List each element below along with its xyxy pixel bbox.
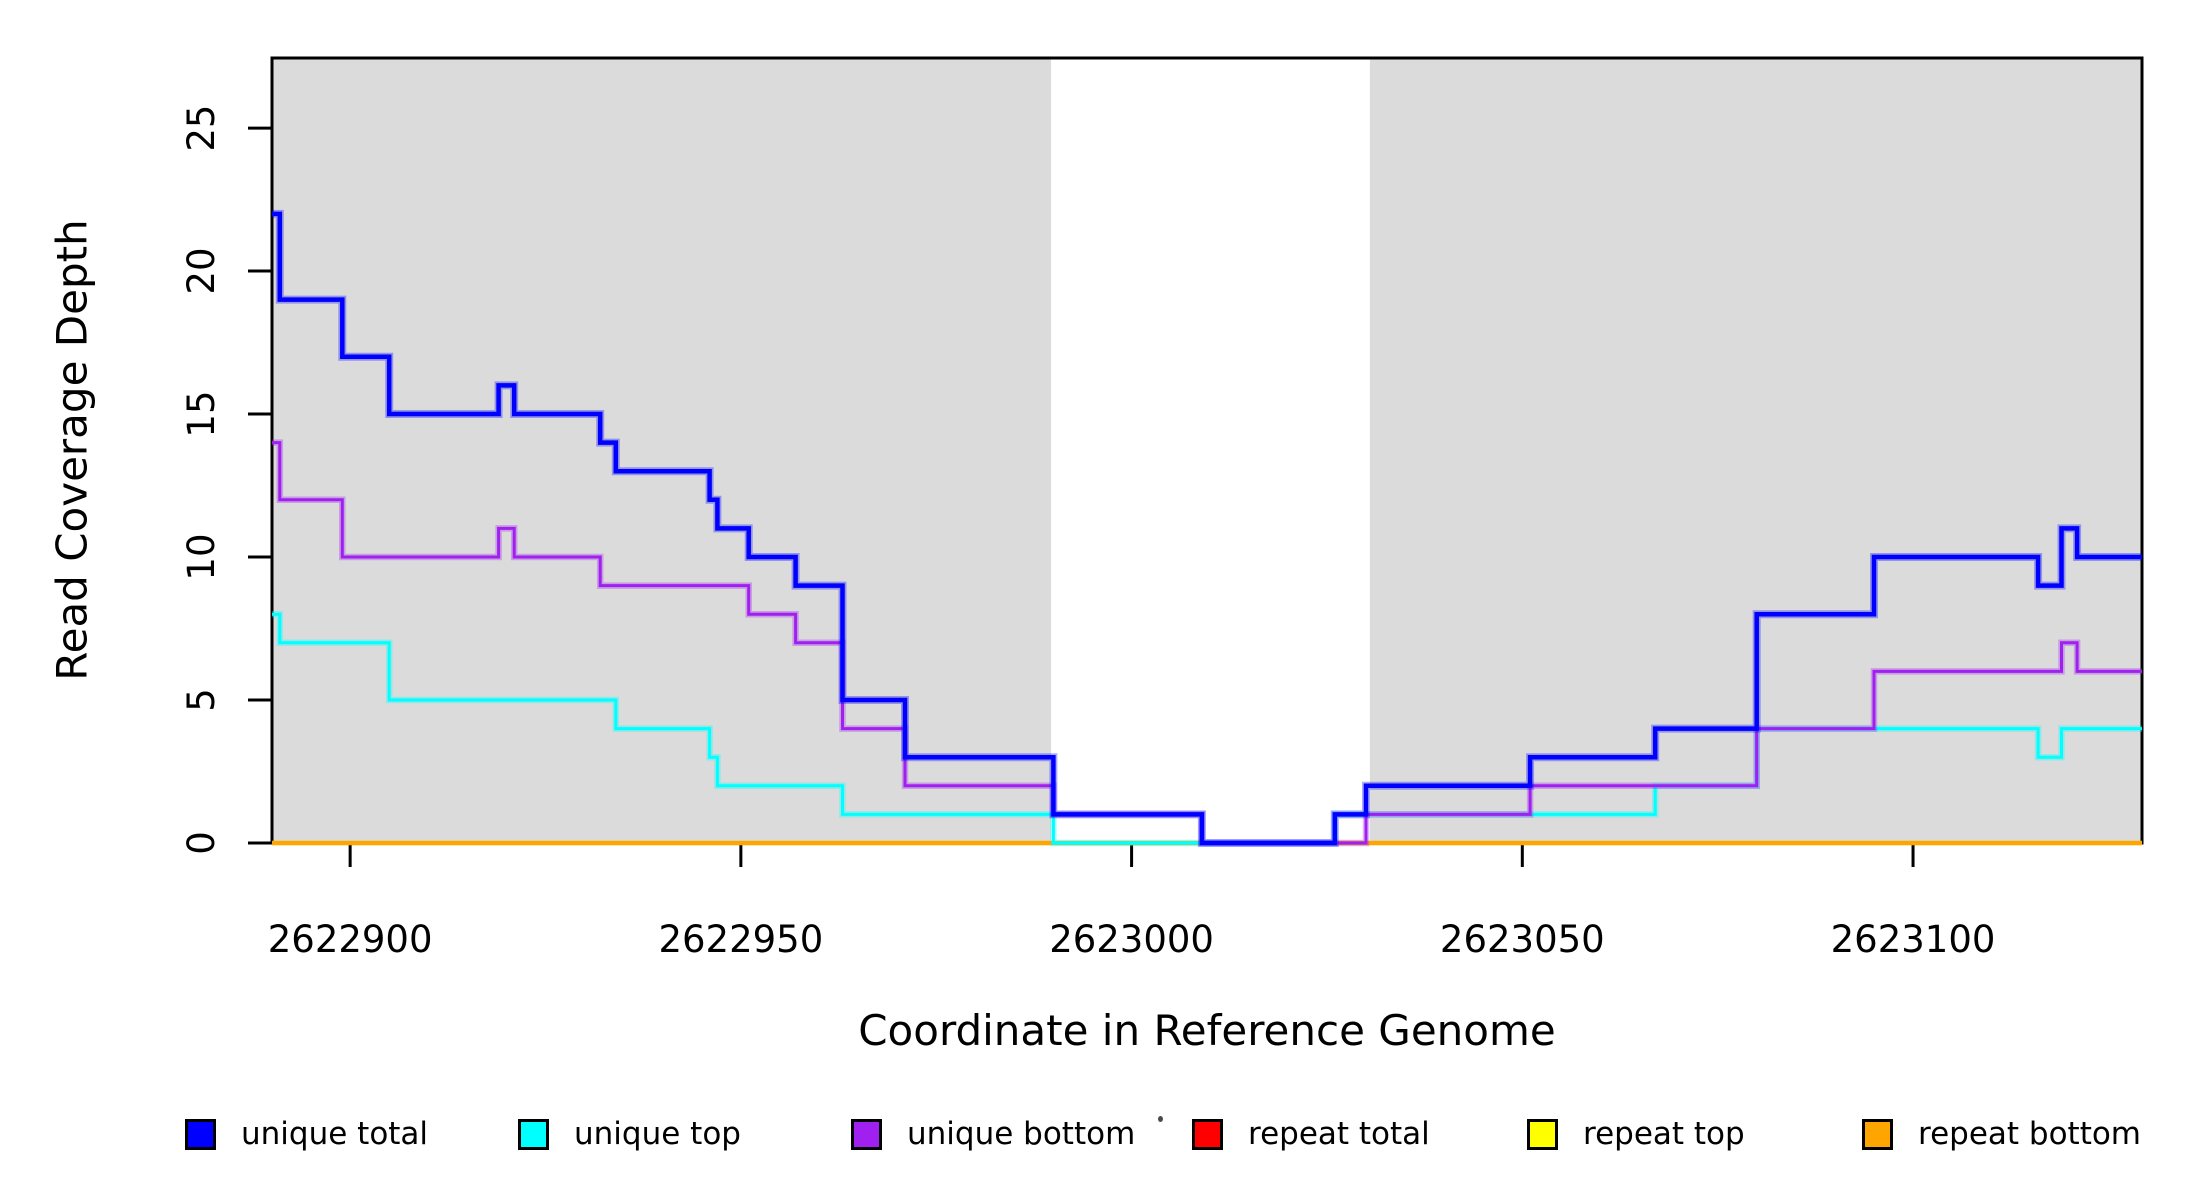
legend-item-repeat-total: repeat total	[1192, 1117, 1430, 1151]
series-unique-total	[272, 211, 2142, 846]
legend-swatch-repeat-total	[1192, 1118, 1223, 1150]
x-tick-label: 2622900	[268, 918, 433, 961]
legend-label: repeat total	[1248, 1116, 1430, 1152]
legend-swatch-unique-total	[185, 1118, 216, 1150]
x-tick-label: 2623050	[1440, 918, 1605, 961]
legend-item-unique-total: unique total	[185, 1117, 428, 1151]
legend-item-repeat-top: repeat top	[1527, 1117, 1745, 1151]
legend-swatch-repeat-top	[1527, 1118, 1558, 1150]
legend-swatch-unique-top	[518, 1118, 549, 1150]
y-tick-label: 15	[180, 390, 223, 437]
y-tick-label: 5	[180, 688, 223, 712]
legend-label: repeat top	[1583, 1116, 1745, 1152]
legend-item-repeat-bottom: repeat bottom	[1862, 1117, 2141, 1151]
legend-label: repeat bottom	[1918, 1116, 2142, 1152]
legend-item-unique-top: unique top	[518, 1117, 741, 1151]
y-tick-label: 20	[180, 248, 223, 295]
x-tick-label: 2622950	[658, 918, 823, 961]
legend-label: unique top	[574, 1116, 741, 1152]
legend-label: unique total	[241, 1116, 429, 1152]
x-axis-title: Coordinate in Reference Genome	[858, 1006, 1556, 1055]
y-axis-title: Read Coverage Depth	[47, 219, 97, 681]
legend-label: unique bottom	[907, 1116, 1136, 1152]
y-tick-label: 0	[180, 831, 223, 855]
left-gray-region	[272, 58, 1052, 843]
y-tick-label: 10	[180, 533, 223, 580]
y-tick-label: 25	[180, 105, 223, 152]
series-unique-top	[272, 612, 2142, 845]
legend-swatch-repeat-bottom	[1862, 1118, 1893, 1150]
x-tick-label: 2623100	[1831, 918, 1996, 961]
stray-dot	[1158, 1116, 1163, 1122]
legend-swatch-unique-bottom	[851, 1118, 882, 1150]
x-tick-label: 2623000	[1049, 918, 1214, 961]
legend-item-unique-bottom: unique bottom	[851, 1117, 1135, 1151]
